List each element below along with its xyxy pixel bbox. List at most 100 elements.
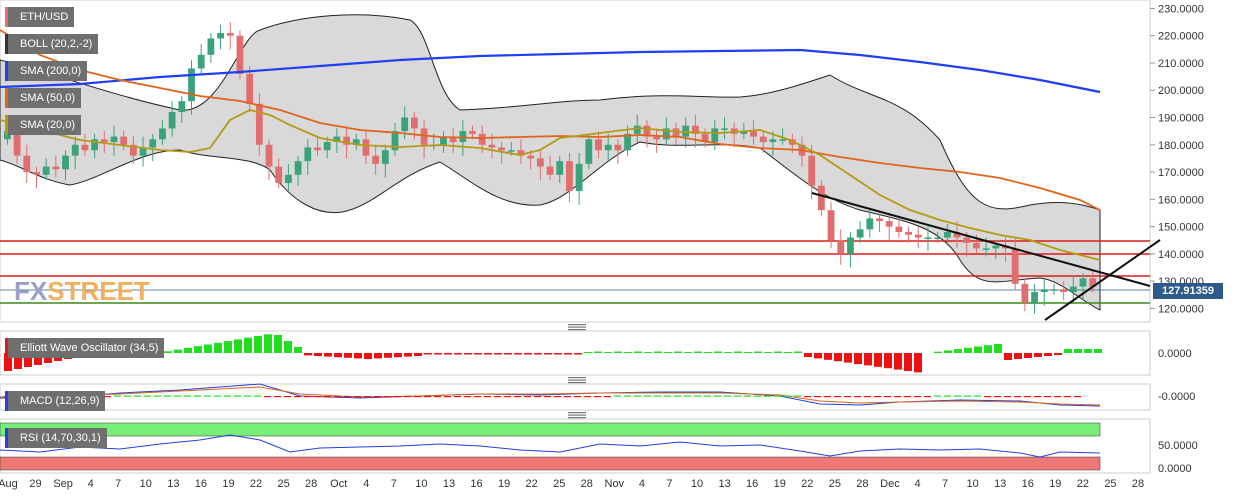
sma50-label[interactable]: SMA (50,0) bbox=[5, 88, 82, 108]
ewo-bar bbox=[234, 339, 242, 353]
x-tick-label: 19 bbox=[774, 478, 786, 490]
x-tick-label: 28 bbox=[1132, 478, 1144, 490]
boll-label[interactable]: BOLL (20,2,-2) bbox=[5, 34, 99, 54]
symbol-label[interactable]: ETH/USD bbox=[5, 7, 75, 27]
descending-trendline bbox=[811, 192, 1151, 287]
candle-bearish bbox=[817, 185, 825, 211]
panel-resize-handle[interactable] bbox=[568, 377, 586, 384]
candle-bullish bbox=[575, 163, 583, 192]
macd-hist-bar bbox=[104, 396, 111, 398]
rsi-label[interactable]: RSI (14,70,30,1) bbox=[5, 428, 107, 448]
macd-hist-bar bbox=[474, 396, 481, 398]
macd-hist-bar bbox=[654, 395, 661, 397]
macd-hist-bar bbox=[844, 396, 851, 398]
candle-bullish bbox=[294, 161, 302, 175]
y-tick-label: 170.0000 bbox=[1158, 167, 1204, 179]
candle-bullish bbox=[1069, 286, 1077, 293]
x-tick-label: 13 bbox=[994, 478, 1006, 490]
sma20-line bbox=[0, 109, 1101, 261]
macd-hist-bar bbox=[374, 396, 381, 398]
macd-hist-bar bbox=[1014, 396, 1021, 398]
macd-hist-bar bbox=[424, 396, 431, 398]
x-tick-label: 22 bbox=[526, 478, 538, 490]
macd-hist-bar bbox=[934, 395, 941, 397]
candle-bearish bbox=[1089, 278, 1097, 287]
macd-hist-bar bbox=[774, 395, 781, 397]
macd-hist-bar bbox=[744, 395, 751, 397]
x-tick-label: 16 bbox=[470, 478, 482, 490]
sma200-label[interactable]: SMA (200,0) bbox=[5, 61, 88, 81]
ewo-tick: 0.0000 bbox=[1158, 348, 1192, 360]
ewo-bar bbox=[764, 352, 772, 353]
ewo-bar bbox=[974, 346, 982, 353]
ewo-bar bbox=[814, 353, 822, 359]
ewo-bar bbox=[904, 353, 912, 371]
macd-hist-bar bbox=[804, 396, 811, 398]
macd-hist-bar bbox=[284, 396, 291, 398]
macd-hist-bar bbox=[194, 395, 201, 397]
ewo-bar bbox=[984, 345, 992, 353]
macd-hist-bar bbox=[234, 395, 241, 397]
macd-hist-bar bbox=[784, 395, 791, 397]
macd-hist-bar bbox=[504, 396, 511, 398]
candle-bullish bbox=[42, 166, 50, 175]
macd-hist-bar bbox=[594, 396, 601, 398]
ewo-label[interactable]: Elliott Wave Oscillator (34,5) bbox=[5, 338, 165, 358]
ewo-bar bbox=[664, 352, 672, 353]
x-tick-label: 19 bbox=[1049, 478, 1061, 490]
candle-bullish bbox=[943, 232, 951, 238]
ewo-bar bbox=[254, 336, 262, 353]
ewo-bar bbox=[834, 353, 842, 362]
ewo-bar bbox=[734, 351, 742, 353]
macd-hist-bar bbox=[124, 395, 131, 397]
ewo-bar bbox=[514, 353, 522, 355]
macd-hist-bar bbox=[1034, 396, 1041, 398]
rsi-line bbox=[0, 434, 1101, 458]
macd-hist-bar bbox=[174, 395, 181, 397]
candle-bullish bbox=[217, 32, 224, 39]
ewo-bar bbox=[714, 351, 722, 353]
ewo-bar bbox=[884, 353, 892, 369]
candle-bearish bbox=[100, 139, 108, 143]
ewo-bar bbox=[994, 343, 1002, 353]
candle-bullish bbox=[91, 139, 98, 151]
candle-bearish bbox=[1011, 248, 1019, 284]
ewo-bar bbox=[474, 353, 482, 355]
macd-hist-bar bbox=[264, 396, 271, 398]
candle-bearish bbox=[1060, 289, 1068, 293]
macd-label[interactable]: MACD (12,26,9) bbox=[5, 391, 106, 411]
macd-hist-bar bbox=[954, 395, 961, 397]
ewo-bar bbox=[34, 353, 42, 365]
macd-hist-bar bbox=[274, 396, 281, 398]
ewo-bar bbox=[444, 353, 452, 355]
macd-hist-bar bbox=[564, 396, 571, 398]
ascending-trendline bbox=[1044, 239, 1161, 321]
macd-hist-bar bbox=[904, 396, 911, 398]
candle-bullish bbox=[982, 248, 990, 250]
sma50-line bbox=[0, 29, 1101, 211]
candle-bearish bbox=[692, 125, 699, 134]
price-axis: 230.0000 220.0000 210.0000 200.0000 190.0000… bbox=[1150, 3, 1204, 315]
rsi-tick-50: 50.0000 bbox=[1158, 440, 1198, 452]
ewo-bar bbox=[324, 353, 332, 357]
x-tick-label: 10 bbox=[140, 478, 152, 490]
macd-hist-bar bbox=[1004, 396, 1011, 398]
sma20-label[interactable]: SMA (20,0) bbox=[5, 115, 82, 135]
candle-bearish bbox=[498, 147, 505, 151]
x-tick-label: 25 bbox=[829, 478, 841, 490]
y-tick-label: 140.0000 bbox=[1158, 249, 1204, 261]
macd-hist-bar bbox=[634, 395, 641, 397]
ewo-bar bbox=[1084, 349, 1092, 353]
candle-bearish bbox=[643, 125, 651, 137]
x-tick-label: 25 bbox=[553, 478, 565, 490]
candle-bullish bbox=[285, 174, 292, 183]
ewo-bar bbox=[874, 353, 882, 367]
candle-bullish bbox=[207, 38, 215, 55]
panel-resize-handle[interactable] bbox=[568, 324, 586, 331]
ewo-bar bbox=[414, 353, 422, 356]
panel-resize-handle[interactable] bbox=[568, 412, 586, 419]
ewo-bar bbox=[724, 352, 732, 353]
macd-hist-bar bbox=[994, 396, 1001, 398]
ewo-bar bbox=[244, 337, 252, 353]
candle-bearish bbox=[750, 131, 757, 137]
